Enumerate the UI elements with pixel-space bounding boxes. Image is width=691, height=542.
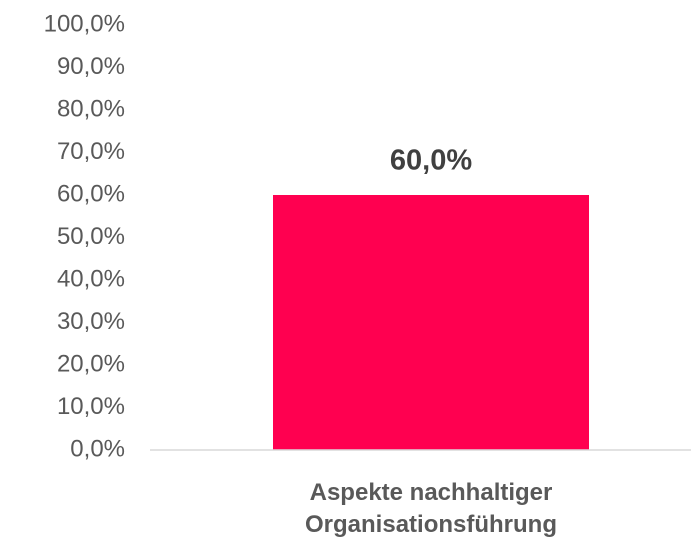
y-tick-label: 50,0% <box>57 223 125 250</box>
value-label: 60,0% <box>390 145 472 177</box>
y-tick-label: 20,0% <box>57 350 125 377</box>
x-tick-label: Aspekte nachhaltiger Organisationsführun… <box>305 479 557 538</box>
y-tick-label: 10,0% <box>57 393 125 420</box>
y-tick-label: 70,0% <box>57 138 125 165</box>
y-tick-label: 40,0% <box>57 265 125 292</box>
y-tick-label: 90,0% <box>57 53 125 80</box>
y-tick-label: 60,0% <box>57 180 125 207</box>
bar <box>273 195 589 450</box>
y-tick-label: 0,0% <box>70 435 125 462</box>
y-tick-label: 100,0% <box>44 10 125 37</box>
y-tick-label: 30,0% <box>57 308 125 335</box>
y-tick-label: 80,0% <box>57 95 125 122</box>
